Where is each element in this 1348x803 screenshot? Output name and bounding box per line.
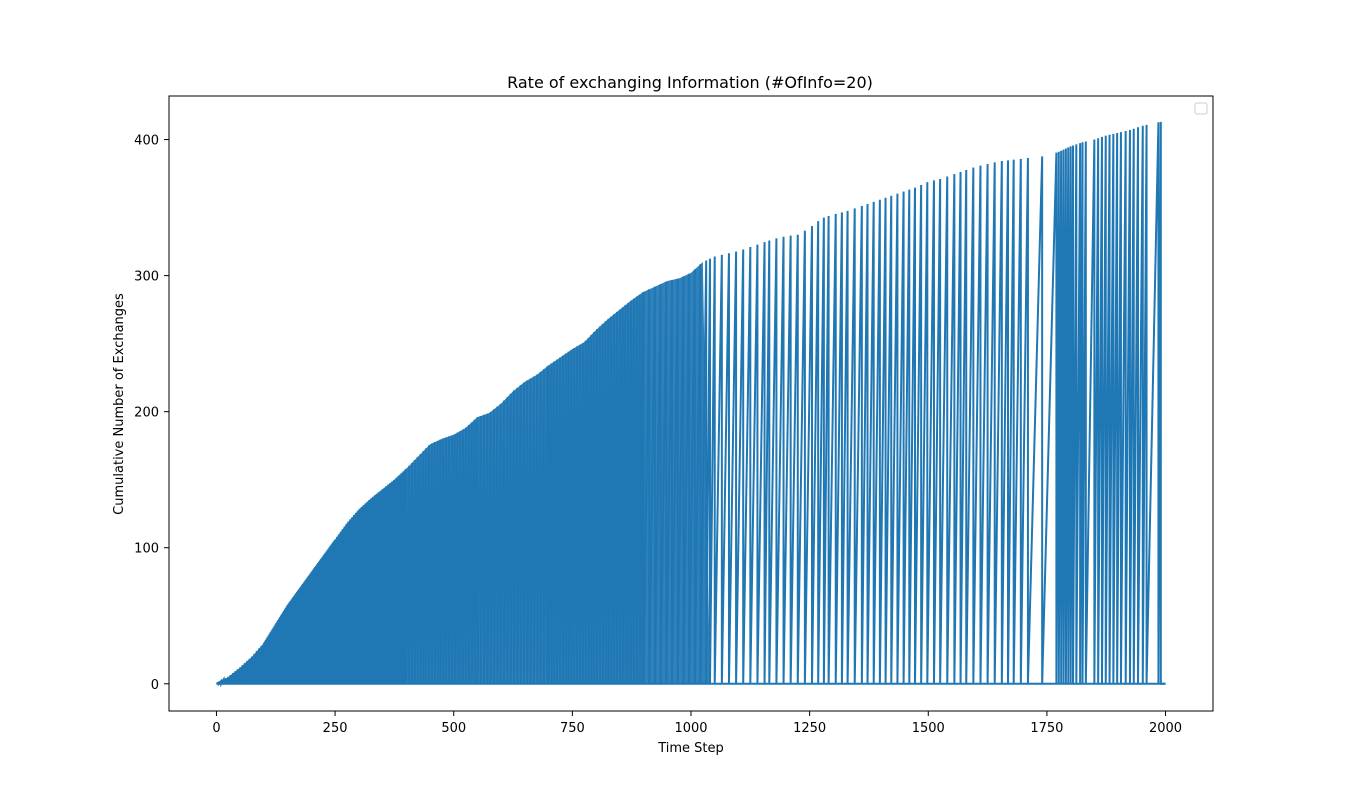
chart-title: Rate of exchanging Information (#OfInfo=…: [507, 73, 873, 92]
x-tick-label: 1750: [1030, 721, 1063, 736]
x-tick-label: 2000: [1149, 721, 1182, 736]
x-tick-label: 1000: [674, 721, 707, 736]
x-tick-label: 0: [212, 721, 220, 736]
legend-box: [1194, 102, 1208, 115]
series-line: [215, 121, 1166, 688]
y-tick-label: 0: [151, 678, 159, 693]
x-axis-ticks: 0 250 500 750 1000 1250 1500 1750 2000: [212, 711, 1182, 736]
y-tick-label: 200: [134, 406, 159, 421]
x-tick-label: 250: [323, 721, 348, 736]
y-axis-label: Cumulative Number of Exchanges: [112, 293, 127, 515]
y-tick-label: 400: [134, 134, 159, 149]
legend: [1194, 102, 1208, 115]
x-tick-label: 750: [560, 721, 585, 736]
y-axis-ticks: 0 100 200 300 400: [134, 134, 169, 693]
x-tick-label: 1500: [912, 721, 945, 736]
x-tick-label: 1250: [793, 721, 826, 736]
y-tick-label: 100: [134, 542, 159, 557]
x-axis-label: Time Step: [657, 741, 724, 756]
plot-area: [215, 121, 1166, 688]
y-tick-label: 300: [134, 270, 159, 285]
axes-frame: [168, 95, 1214, 712]
x-tick-label: 500: [441, 721, 466, 736]
